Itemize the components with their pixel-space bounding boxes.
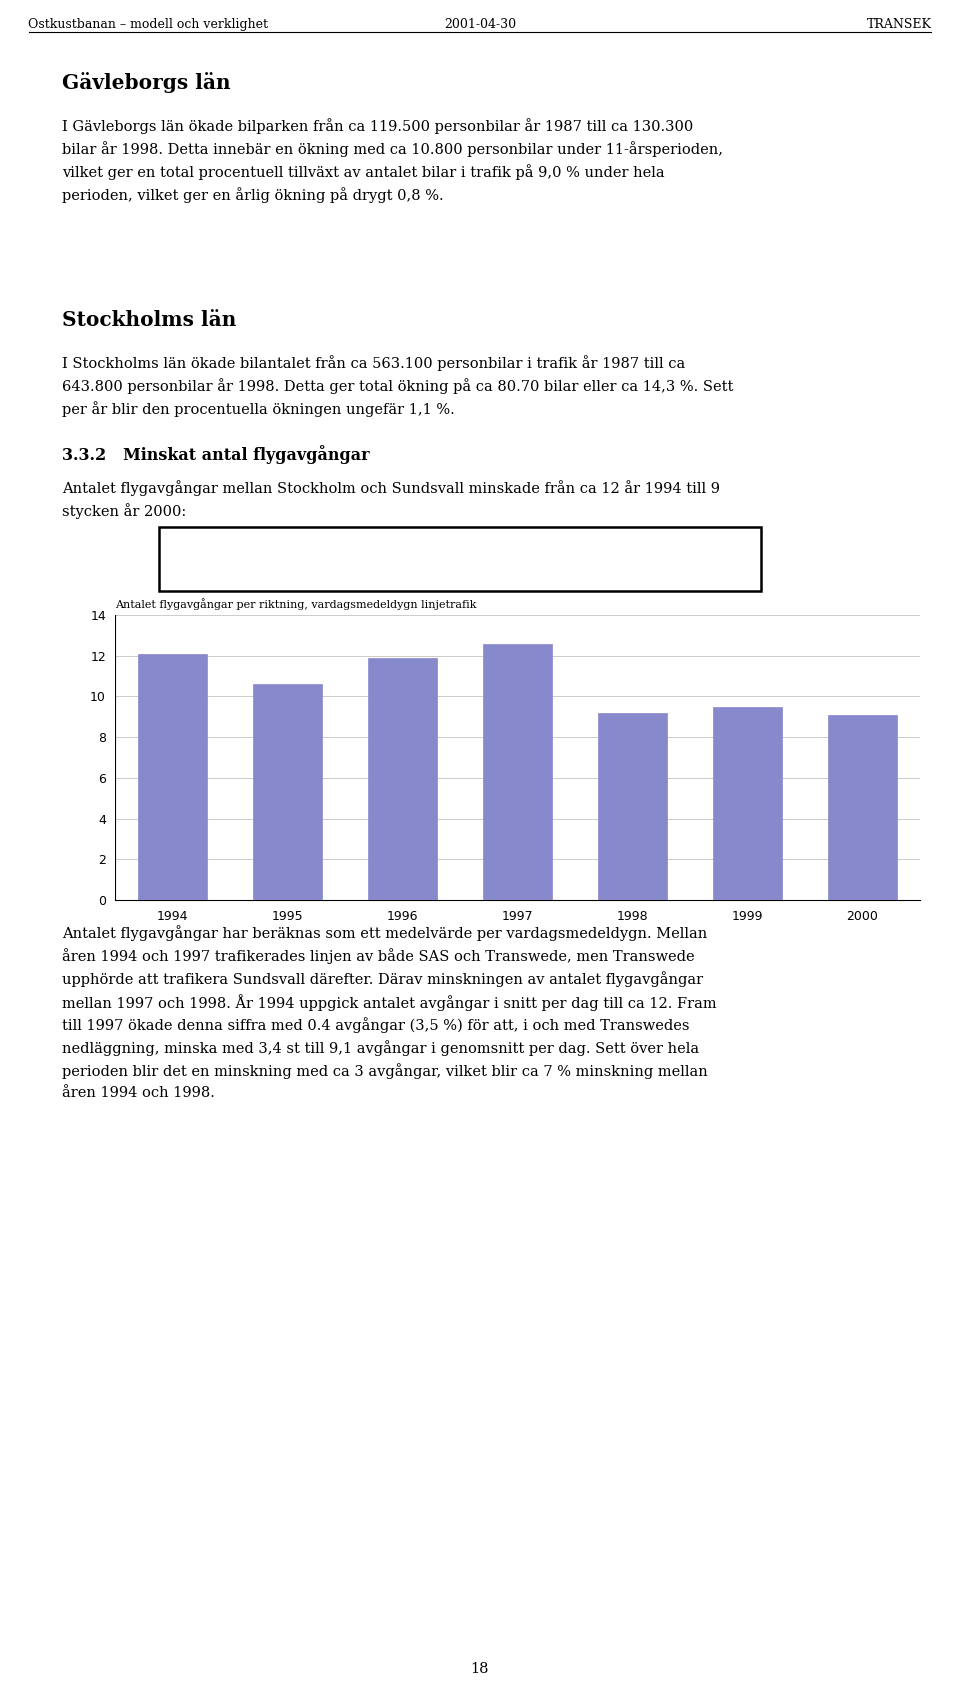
Bar: [253, 685, 322, 899]
Text: per år blir den procentuella ökningen ungefär 1,1 %.: per år blir den procentuella ökningen un…: [62, 402, 455, 417]
Text: 3.3.2   Minskat antal flygavgångar: 3.3.2 Minskat antal flygavgångar: [62, 445, 370, 464]
Bar: [713, 707, 782, 899]
FancyBboxPatch shape: [159, 526, 761, 590]
Text: åren 1994 och 1997 trafikerades linjen av både SAS och Transwede, men Transwede: åren 1994 och 1997 trafikerades linjen a…: [62, 948, 695, 963]
Text: 18: 18: [470, 1662, 490, 1675]
Text: Ostkustbanan – modell och verklighet: Ostkustbanan – modell och verklighet: [28, 19, 268, 30]
Text: till 1997 ökade denna siffra med 0.4 avgångar (3,5 %) för att, i och med Transwe: till 1997 ökade denna siffra med 0.4 avg…: [62, 1017, 689, 1032]
Text: 2001-04-30: 2001-04-30: [444, 19, 516, 30]
Text: vilket ger en total procentuell tillväxt av antalet bilar i trafik på 9,0 % unde: vilket ger en total procentuell tillväxt…: [62, 164, 664, 181]
Text: perioden, vilket ger en årlig ökning på drygt 0,8 %.: perioden, vilket ger en årlig ökning på …: [62, 187, 444, 202]
Text: Antalet flygavgångar per riktning, vardagsmedeldygn linjetrafik: Antalet flygavgångar per riktning, varda…: [115, 597, 476, 609]
Text: nedläggning, minska med 3,4 st till 9,1 avgångar i genomsnitt per dag. Sett över: nedläggning, minska med 3,4 st till 9,1 …: [62, 1039, 699, 1056]
Text: bilar år 1998. Detta innebär en ökning med ca 10.800 personbilar under 11-årsper: bilar år 1998. Detta innebär en ökning m…: [62, 142, 723, 157]
Text: åren 1994 och 1998.: åren 1994 och 1998.: [62, 1086, 215, 1100]
Text: Gävleborgs län: Gävleborgs län: [62, 73, 230, 93]
Text: Antalet flygavgångar har beräknas som ett medelvärde per vardagsmedeldygn. Mella: Antalet flygavgångar har beräknas som et…: [62, 924, 708, 941]
Bar: [598, 712, 667, 899]
Text: 1994 -2000 2001: 1994 -2000 2001: [395, 562, 526, 575]
Text: perioden blir det en minskning med ca 3 avgångar, vilket blir ca 7 % minskning m: perioden blir det en minskning med ca 3 …: [62, 1063, 708, 1080]
Bar: [138, 653, 207, 899]
Text: Antalet flygavgångar per dag mellan Stockholm och Sundsvall: Antalet flygavgångar per dag mellan Stoc…: [217, 538, 704, 553]
Text: mellan 1997 och 1998. År 1994 uppgick antalet avgångar i snitt per dag till ca 1: mellan 1997 och 1998. År 1994 uppgick an…: [62, 994, 716, 1011]
Text: Stockholms län: Stockholms län: [62, 310, 236, 331]
Text: upphörde att trafikera Sundsvall därefter. Därav minskningen av antalet flygavgå: upphörde att trafikera Sundsvall därefte…: [62, 972, 703, 987]
Text: I Gävleborgs län ökade bilparken från ca 119.500 personbilar år 1987 till ca 130: I Gävleborgs län ökade bilparken från ca…: [62, 118, 693, 133]
Text: TRANSEK: TRANSEK: [867, 19, 932, 30]
Bar: [368, 658, 437, 899]
Text: stycken år 2000:: stycken år 2000:: [62, 503, 186, 520]
Text: I Stockholms län ökade bilantalet från ca 563.100 personbilar i trafik år 1987 t: I Stockholms län ökade bilantalet från c…: [62, 354, 685, 371]
Text: Antalet flygavgångar mellan Stockholm och Sundsvall minskade från ca 12 år 1994 : Antalet flygavgångar mellan Stockholm oc…: [62, 481, 720, 496]
Bar: [828, 715, 897, 899]
Bar: [483, 643, 552, 899]
Text: 643.800 personbilar år 1998. Detta ger total ökning på ca 80.70 bilar eller ca 1: 643.800 personbilar år 1998. Detta ger t…: [62, 378, 733, 393]
